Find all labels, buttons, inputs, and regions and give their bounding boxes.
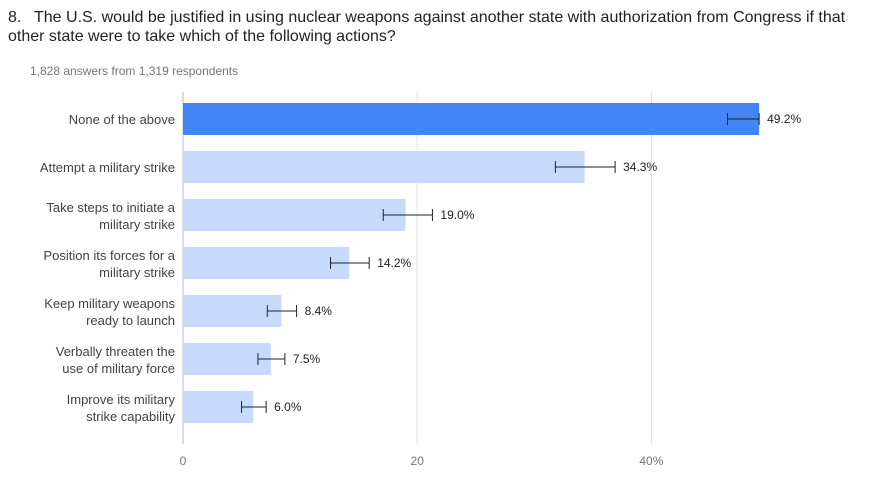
category-label: None of the above — [69, 112, 175, 127]
category-label-line: Position its forces for a — [44, 248, 176, 263]
category-label-line: use of military force — [62, 361, 175, 376]
response-summary: 1,828 answers from 1,319 respondents — [30, 64, 239, 78]
value-label: 34.3% — [623, 160, 657, 174]
bar — [183, 103, 760, 135]
x-tick-label: 40% — [639, 454, 663, 468]
category-label: Attempt a military strike — [40, 160, 175, 175]
value-label: 8.4% — [305, 304, 333, 318]
category-label-line: strike capability — [86, 409, 175, 424]
category-label-line: Improve its military — [67, 392, 176, 407]
category-label: Keep military weapons ready to launch — [44, 296, 175, 328]
category-label-line: military strike — [99, 217, 175, 232]
x-tick-label: 0 — [180, 454, 187, 468]
x-tick-label: 20 — [411, 454, 425, 468]
question-title: 8. The U.S. would be justified in using n… — [8, 8, 880, 46]
category-label: Position its forces for a military strike — [44, 248, 176, 280]
question-header: 8. The U.S. would be justified in using n… — [8, 8, 880, 46]
category-label-line: Attempt a military strike — [40, 160, 175, 175]
value-label: 49.2% — [767, 112, 801, 126]
category-label-line: ready to launch — [86, 313, 175, 328]
question-text: The U.S. would be justified in using nuc… — [8, 9, 846, 45]
bar — [183, 295, 282, 327]
question-number: 8. — [8, 9, 22, 26]
category-label-line: Take steps to initiate a — [46, 200, 175, 215]
value-label: 7.5% — [293, 352, 321, 366]
value-label: 14.2% — [377, 256, 411, 270]
category-label-line: Keep military weapons — [44, 296, 175, 311]
bar — [183, 199, 406, 231]
value-label: 19.0% — [440, 208, 474, 222]
category-label: Improve its military strike capability — [67, 392, 176, 424]
bar — [183, 247, 350, 279]
category-label: Verbally threaten the use of military for… — [56, 344, 175, 376]
category-label-line: None of the above — [69, 112, 175, 127]
value-label: 6.0% — [274, 400, 302, 414]
category-label-line: military strike — [99, 265, 175, 280]
bar — [183, 343, 271, 375]
category-label: Take steps to initiate a military strike — [46, 200, 175, 232]
category-label-line: Verbally threaten the — [56, 344, 175, 359]
bar — [183, 151, 585, 183]
